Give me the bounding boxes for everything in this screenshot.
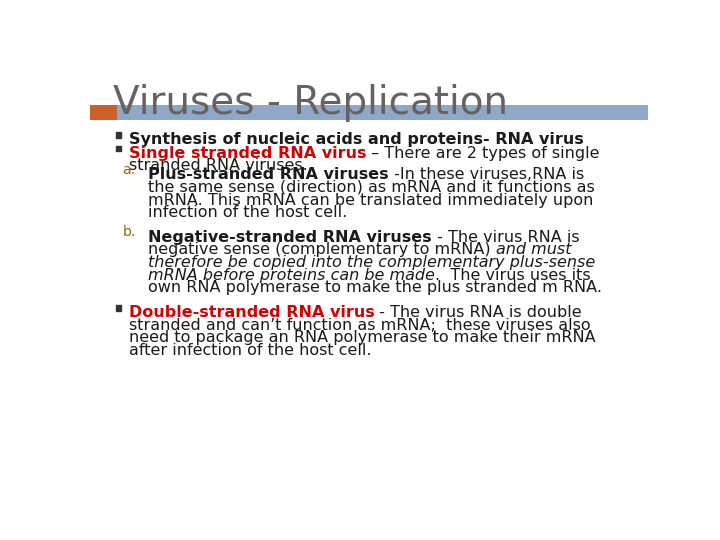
Text: Viruses - Replication: Viruses - Replication <box>113 84 508 122</box>
Text: negative sense (complementary to mRNA): negative sense (complementary to mRNA) <box>148 242 496 257</box>
Bar <box>116 306 121 311</box>
Text: need to package an RNA polymerase to make their mRNA: need to package an RNA polymerase to mak… <box>129 330 595 346</box>
Text: mRNA before proteins can be made: mRNA before proteins can be made <box>148 268 435 283</box>
Text: after infection of the host cell.: after infection of the host cell. <box>129 343 372 358</box>
Bar <box>116 146 121 151</box>
Text: - The virus RNA is double: - The virus RNA is double <box>374 305 582 320</box>
Bar <box>116 132 121 138</box>
Text: Single stranded RNA virus: Single stranded RNA virus <box>129 146 366 161</box>
Text: - The virus RNA is: - The virus RNA is <box>432 230 580 245</box>
Text: stranded RNA viruses.: stranded RNA viruses. <box>129 158 307 173</box>
Text: stranded and can’t function as mRNA;  these viruses also: stranded and can’t function as mRNA; the… <box>129 318 590 333</box>
Text: – There are 2 types of single: – There are 2 types of single <box>366 146 600 161</box>
Bar <box>90 105 648 120</box>
Text: the same sense (direction) as mRNA and it functions as: the same sense (direction) as mRNA and i… <box>148 180 595 195</box>
Text: mRNA. This mRNA can be translated immediately upon: mRNA. This mRNA can be translated immedi… <box>148 193 593 207</box>
Text: infection of the host cell.: infection of the host cell. <box>148 205 347 220</box>
Text: .  The virus uses its: . The virus uses its <box>435 268 590 283</box>
Text: and must: and must <box>496 242 572 257</box>
Text: Double-stranded RNA virus: Double-stranded RNA virus <box>129 305 374 320</box>
Text: Synthesis of nucleic acids and proteins- RNA virus: Synthesis of nucleic acids and proteins-… <box>129 132 583 147</box>
Bar <box>90 105 117 120</box>
Text: own RNA polymerase to make the plus stranded m RNA.: own RNA polymerase to make the plus stra… <box>148 280 602 295</box>
Text: Plus-stranded RNA viruses: Plus-stranded RNA viruses <box>148 167 389 182</box>
Text: b.: b. <box>122 225 136 239</box>
Text: Negative-stranded RNA viruses: Negative-stranded RNA viruses <box>148 230 432 245</box>
Text: -In these viruses,RNA is: -In these viruses,RNA is <box>389 167 584 182</box>
Text: a.: a. <box>122 163 135 177</box>
Text: therefore be copied into the complementary plus-sense: therefore be copied into the complementa… <box>148 255 595 270</box>
